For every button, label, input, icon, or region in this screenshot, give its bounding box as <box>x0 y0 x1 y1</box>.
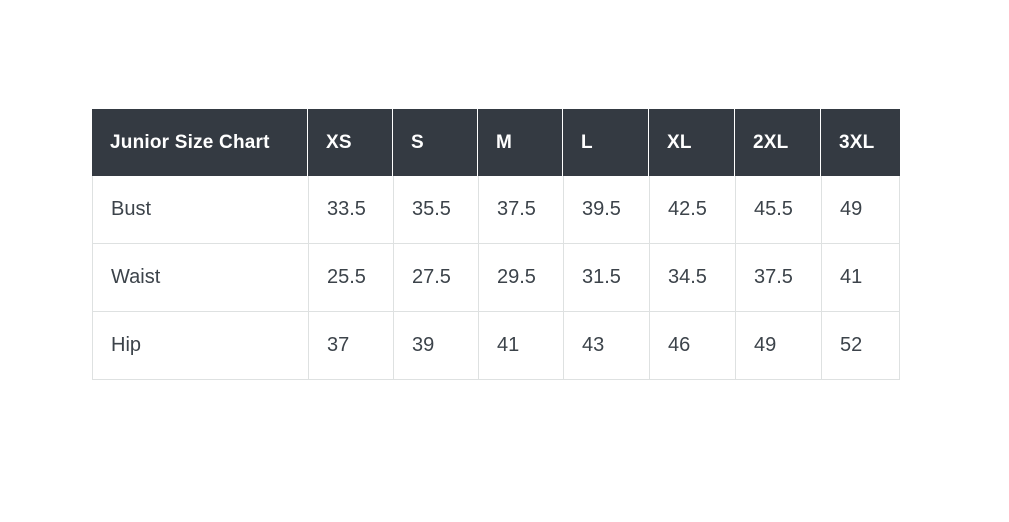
table-row-bust: Bust 33.5 35.5 37.5 39.5 42.5 45.5 49 <box>92 176 900 244</box>
value-cell: 31.5 <box>563 244 649 312</box>
value-cell: 34.5 <box>649 244 735 312</box>
table-row-waist: Waist 25.5 27.5 29.5 31.5 34.5 37.5 41 <box>92 244 900 312</box>
row-label-cell: Waist <box>92 244 308 312</box>
value-cell: 25.5 <box>308 244 393 312</box>
table-title-cell: Junior Size Chart <box>92 109 308 176</box>
value-cell: 39 <box>393 312 478 380</box>
value-cell: 43 <box>563 312 649 380</box>
table-row-hip: Hip 37 39 41 43 46 49 52 <box>92 312 900 380</box>
value-cell: 37 <box>308 312 393 380</box>
value-cell: 46 <box>649 312 735 380</box>
value-cell: 49 <box>821 176 900 244</box>
header-cell-xl: XL <box>649 109 735 176</box>
value-cell: 41 <box>821 244 900 312</box>
value-cell: 42.5 <box>649 176 735 244</box>
header-cell-2xl: 2XL <box>735 109 821 176</box>
value-cell: 49 <box>735 312 821 380</box>
value-cell: 39.5 <box>563 176 649 244</box>
row-label-cell: Hip <box>92 312 308 380</box>
header-row: Junior Size Chart XS S M L XL 2XL 3XL <box>92 109 900 176</box>
value-cell: 45.5 <box>735 176 821 244</box>
value-cell: 52 <box>821 312 900 380</box>
header-cell-s: S <box>393 109 478 176</box>
value-cell: 41 <box>478 312 563 380</box>
row-label-cell: Bust <box>92 176 308 244</box>
junior-size-chart-table: Junior Size Chart XS S M L XL 2XL 3XL Bu… <box>92 109 900 380</box>
header-cell-xs: XS <box>308 109 393 176</box>
value-cell: 37.5 <box>478 176 563 244</box>
value-cell: 35.5 <box>393 176 478 244</box>
header-cell-m: M <box>478 109 563 176</box>
value-cell: 33.5 <box>308 176 393 244</box>
header-cell-l: L <box>563 109 649 176</box>
value-cell: 37.5 <box>735 244 821 312</box>
value-cell: 27.5 <box>393 244 478 312</box>
header-cell-3xl: 3XL <box>821 109 900 176</box>
value-cell: 29.5 <box>478 244 563 312</box>
